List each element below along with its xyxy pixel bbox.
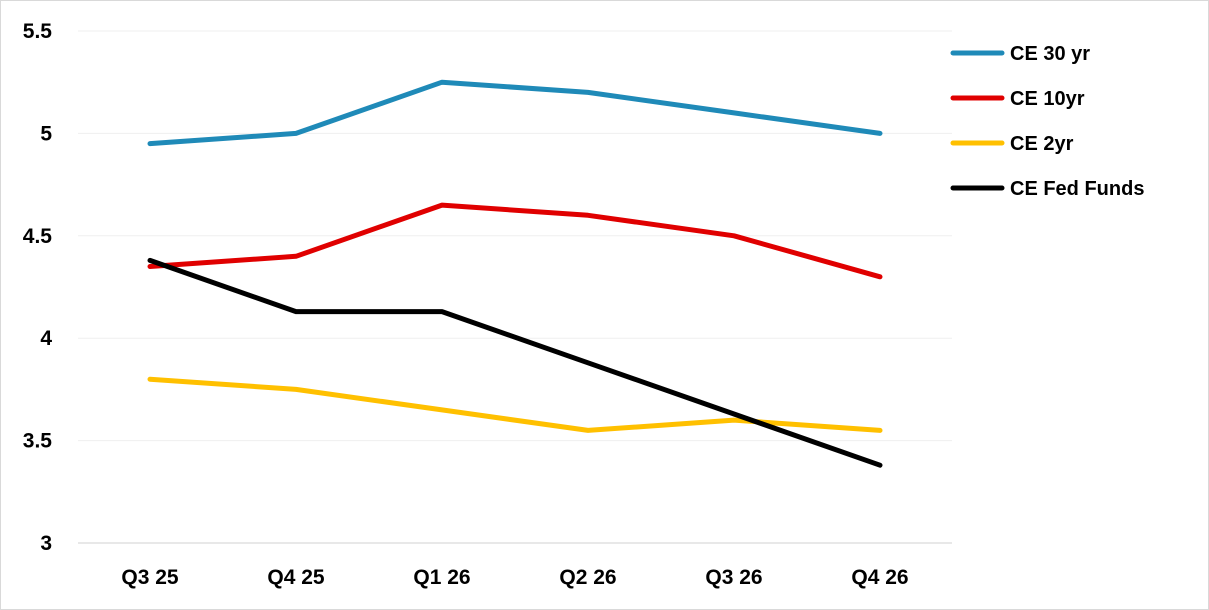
x-tick-label: Q2 26	[559, 566, 616, 589]
y-tick-label: 4.5	[23, 225, 53, 248]
x-tick-label: Q3 25	[121, 566, 179, 589]
x-axis-tick-labels: Q3 25 Q4 25 Q1 26 Q2 26 Q3 26 Q4 26	[121, 566, 908, 589]
legend: CE 30 yr CE 10yr CE 2yr CE Fed Funds	[950, 43, 1144, 200]
y-tick-label: 5	[40, 122, 52, 145]
y-tick-label: 4	[40, 327, 52, 350]
legend-label: CE 2yr	[1010, 133, 1074, 155]
x-tick-label: Q1 26	[413, 566, 470, 589]
series-line-2	[147, 376, 883, 433]
y-tick-label: 3.5	[23, 430, 53, 453]
series-line-3	[147, 257, 883, 468]
x-tick-label: Q4 25	[267, 566, 325, 589]
series-lines	[147, 79, 883, 468]
legend-label: CE Fed Funds	[1010, 178, 1144, 200]
series-line-0	[147, 79, 883, 147]
legend-label: CE 30 yr	[1010, 43, 1090, 65]
series-line-1	[147, 202, 883, 280]
y-axis-tick-labels: 3 3.5 4 4.5 5 5.5	[23, 20, 53, 555]
x-tick-label: Q4 26	[851, 566, 908, 589]
y-tick-label: 3	[40, 532, 52, 555]
legend-label: CE 10yr	[1010, 88, 1085, 110]
x-tick-label: Q3 26	[705, 566, 762, 589]
y-tick-label: 5.5	[23, 20, 53, 43]
gridlines	[78, 30, 952, 442]
